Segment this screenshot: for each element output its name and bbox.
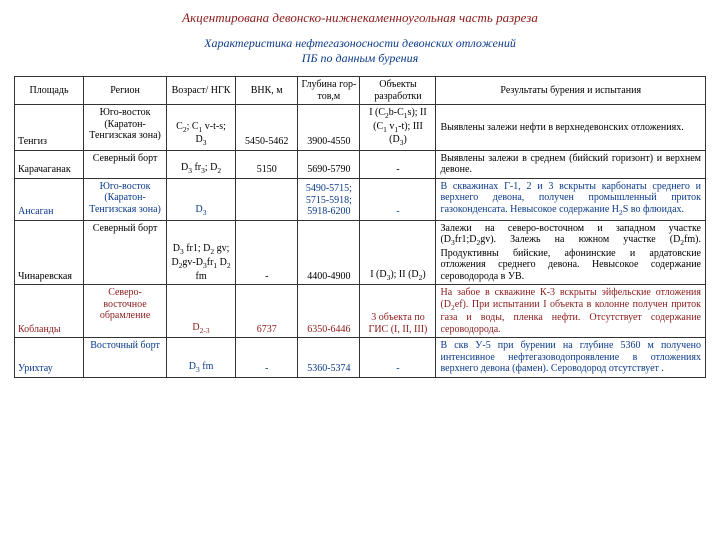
cell-depth: 6350-6446 <box>298 285 360 338</box>
cell-depth: 5490-5715; 5715-5918; 5918-6200 <box>298 178 360 220</box>
th-vnk: ВНК, м <box>236 77 298 105</box>
cell-age: D3 fm <box>167 338 236 378</box>
cell-obj: - <box>360 178 436 220</box>
cell-depth: 5690-5790 <box>298 150 360 178</box>
cell-res: Выявлены залежи нефти в верхнедевонских … <box>436 105 706 151</box>
cell-area: Тенгиз <box>15 105 84 151</box>
page-title-3: ПБ по данным бурения <box>14 51 706 66</box>
cell-area: Чинаревская <box>15 220 84 285</box>
th-obj: Объекты разработки <box>360 77 436 105</box>
cell-vnk: 5450-5462 <box>236 105 298 151</box>
data-table: Площадь Регион Возраст/ НГК ВНК, м Глуби… <box>14 76 706 378</box>
cell-region: Юго-восток (Каратон-Тенгизская зона) <box>84 105 167 151</box>
cell-age: D3 <box>167 178 236 220</box>
cell-region: Юго-восток (Каратон-Тенгизская зона) <box>84 178 167 220</box>
th-region: Регион <box>84 77 167 105</box>
cell-region: Северный борт <box>84 150 167 178</box>
cell-area: Карачаганак <box>15 150 84 178</box>
cell-age: C2; C1 v-t-s; D3 <box>167 105 236 151</box>
cell-age: D2-3 <box>167 285 236 338</box>
table-row: УрихтауВосточный бортD3 fm-5360-5374-В с… <box>15 338 706 378</box>
cell-region: Северо-восточное обрамление <box>84 285 167 338</box>
cell-vnk: 6737 <box>236 285 298 338</box>
table-row: ТенгизЮго-восток (Каратон-Тенгизская зон… <box>15 105 706 151</box>
cell-vnk <box>236 178 298 220</box>
cell-vnk: - <box>236 220 298 285</box>
table-row: КобландыСеверо-восточное обрамлениеD2-36… <box>15 285 706 338</box>
cell-region: Северный борт <box>84 220 167 285</box>
th-age: Возраст/ НГК <box>167 77 236 105</box>
page-title-2: Характеристика нефтегазоносности девонск… <box>14 36 706 51</box>
cell-area: Кобланды <box>15 285 84 338</box>
th-depth: Глубина гор-тов,м <box>298 77 360 105</box>
cell-obj: I (D3); II (D2) <box>360 220 436 285</box>
cell-vnk: - <box>236 338 298 378</box>
cell-obj: - <box>360 338 436 378</box>
table-row: АнсаганЮго-восток (Каратон-Тенгизская зо… <box>15 178 706 220</box>
table-header-row: Площадь Регион Возраст/ НГК ВНК, м Глуби… <box>15 77 706 105</box>
cell-age: D3 fr3; D2 <box>167 150 236 178</box>
cell-area: Урихтау <box>15 338 84 378</box>
cell-res: Выявлены залежи в среднем (бийский гориз… <box>436 150 706 178</box>
cell-vnk: 5150 <box>236 150 298 178</box>
cell-obj: - <box>360 150 436 178</box>
cell-depth: 4400-4900 <box>298 220 360 285</box>
cell-region: Восточный борт <box>84 338 167 378</box>
table-row: ЧинаревскаяСеверный бортD3 fr1; D2 gv; D… <box>15 220 706 285</box>
cell-area: Ансаган <box>15 178 84 220</box>
page-title-1: Акцентирована девонско-нижнекаменноуголь… <box>14 10 706 26</box>
cell-res: На забое в скважине К-3 вскрыты эйфельск… <box>436 285 706 338</box>
cell-res: Залежи на северо-восточном и западном уч… <box>436 220 706 285</box>
cell-age: D3 fr1; D2 gv; D2gv-D3fr1 D2 fm <box>167 220 236 285</box>
table-row: КарачаганакСеверный бортD3 fr3; D2515056… <box>15 150 706 178</box>
cell-obj: 3 объекта по ГИС (I, II, III) <box>360 285 436 338</box>
th-area: Площадь <box>15 77 84 105</box>
cell-obj: I (C2b-C1s); II (C1 v1-t); III (D3) <box>360 105 436 151</box>
th-res: Результаты бурения и испытания <box>436 77 706 105</box>
cell-depth: 3900-4550 <box>298 105 360 151</box>
cell-res: В скважинах Г-1, 2 и 3 вскрыты карбонаты… <box>436 178 706 220</box>
cell-res: В скв У-5 при бурении на глубине 5360 м … <box>436 338 706 378</box>
cell-depth: 5360-5374 <box>298 338 360 378</box>
